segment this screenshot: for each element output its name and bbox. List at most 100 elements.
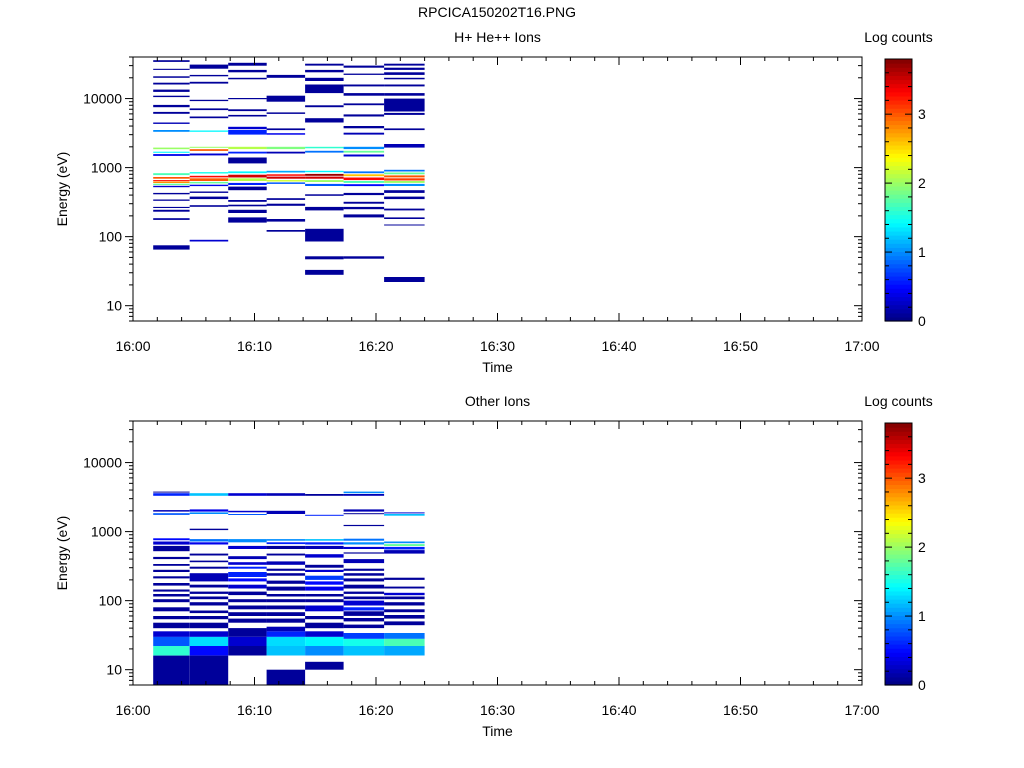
heatmap-cell	[153, 218, 190, 220]
colorbar-segment	[885, 463, 912, 469]
heatmap-cell	[384, 128, 425, 131]
heatmap-cell	[384, 544, 425, 546]
heatmap-cell	[228, 178, 267, 181]
heatmap-cell	[266, 553, 306, 556]
heatmap-cell	[228, 628, 267, 637]
colorbar-segment	[885, 144, 912, 150]
heatmap-cell	[384, 550, 425, 554]
colorbar-segment	[885, 496, 912, 502]
heatmap-cell	[305, 569, 344, 572]
heatmap-cell	[228, 646, 267, 656]
colorbar-segment	[885, 599, 912, 604]
heatmap-cell	[343, 146, 385, 150]
heatmap-cell	[153, 89, 190, 92]
heatmap-cell	[305, 170, 344, 173]
colorbar-segment	[885, 210, 912, 216]
colorbar-segment	[885, 190, 912, 195]
colorbar-segment	[885, 423, 912, 428]
heatmap-cell	[266, 510, 306, 514]
colorbar-segment	[885, 67, 912, 72]
heatmap-cell	[153, 206, 190, 208]
heatmap-cell	[305, 173, 344, 176]
colorbar-segment	[885, 439, 912, 445]
heatmap-cell	[189, 175, 229, 178]
colorbar-segment	[885, 259, 912, 265]
heatmap-cell	[228, 98, 267, 100]
heatmap-cell	[266, 669, 306, 685]
heatmap-cell	[343, 538, 385, 541]
heatmap-cell	[228, 562, 267, 565]
colorbar-frame	[884, 422, 913, 686]
heatmap-cell	[266, 599, 306, 603]
heatmap-cell	[305, 605, 344, 612]
colorbar-segment	[885, 87, 912, 93]
y-tick-label: 10	[106, 298, 122, 314]
heatmap-cell	[384, 112, 425, 115]
heatmap-cell	[153, 82, 190, 85]
heatmap-cell	[189, 655, 229, 685]
heatmap-cell	[384, 514, 425, 516]
heatmap-cell	[189, 566, 229, 569]
colorbar-segment	[885, 296, 912, 302]
heatmap-cell	[189, 528, 229, 531]
heatmap-cell	[305, 636, 344, 646]
heatmap-cell	[305, 646, 344, 656]
heatmap-cell	[305, 599, 344, 603]
heatmap-cell	[343, 171, 385, 174]
heatmap-cell	[343, 93, 385, 96]
heatmap-cell	[189, 74, 229, 77]
colorbar-segment	[885, 275, 912, 281]
heatmap-cell	[266, 594, 306, 597]
heatmap-cell	[153, 177, 190, 179]
colorbar-segment	[885, 562, 912, 567]
heatmap-cell	[266, 74, 306, 78]
colorbar-segment	[885, 566, 912, 571]
panel-2: 16:00 16:10 16:20 16:30 16:40 16:50 17:0010100…	[54, 393, 933, 739]
colorbar-segment	[885, 91, 912, 97]
colorbar-segment	[885, 578, 912, 584]
heatmap-cell	[189, 622, 229, 629]
colorbar-tick-label: 0	[918, 677, 926, 693]
heatmap-cell	[343, 559, 385, 564]
colorbar-segment	[885, 455, 912, 461]
heatmap-cell	[228, 130, 267, 135]
colorbar-segment	[885, 554, 912, 559]
heatmap-cell	[266, 146, 306, 150]
colorbar-segment	[885, 541, 912, 547]
heatmap-cell	[343, 181, 385, 183]
heatmap-cell	[153, 646, 190, 656]
heatmap-cell	[305, 586, 344, 591]
colorbar-segment	[885, 214, 912, 220]
colorbar-segment	[885, 226, 912, 232]
heatmap-cell	[228, 599, 267, 603]
colorbar-segment	[885, 627, 912, 633]
heatmap-cell	[189, 553, 229, 556]
heatmap-cell	[266, 542, 306, 545]
heatmap-cell	[343, 546, 385, 549]
heatmap-cell	[384, 586, 425, 589]
heatmap-cell	[153, 569, 190, 572]
colorbar-segment	[885, 431, 912, 436]
heatmap-cell	[153, 599, 190, 603]
x-tick-label: 16:20	[358, 702, 393, 718]
heatmap-cell	[153, 631, 190, 637]
heatmap-cell	[228, 109, 267, 112]
heatmap-cell	[384, 84, 425, 87]
heatmap-cell	[305, 554, 344, 558]
heatmap-cell	[228, 204, 267, 207]
heatmap-cell	[266, 539, 306, 541]
colorbar-segment	[885, 611, 912, 616]
heatmap-cell	[189, 64, 229, 69]
x-tick-label: 16:30	[480, 338, 515, 354]
colorbar-segment	[885, 623, 912, 629]
heatmap-cell	[153, 147, 190, 150]
heatmap-cell	[343, 633, 385, 639]
heatmap-cell	[153, 173, 190, 176]
heatmap-cell	[189, 493, 229, 496]
heatmap-cell	[343, 611, 385, 616]
heatmap-cell	[305, 575, 344, 580]
heatmap-cell	[305, 105, 344, 108]
heatmap-cell	[384, 169, 425, 172]
heatmap-cell	[343, 646, 385, 656]
